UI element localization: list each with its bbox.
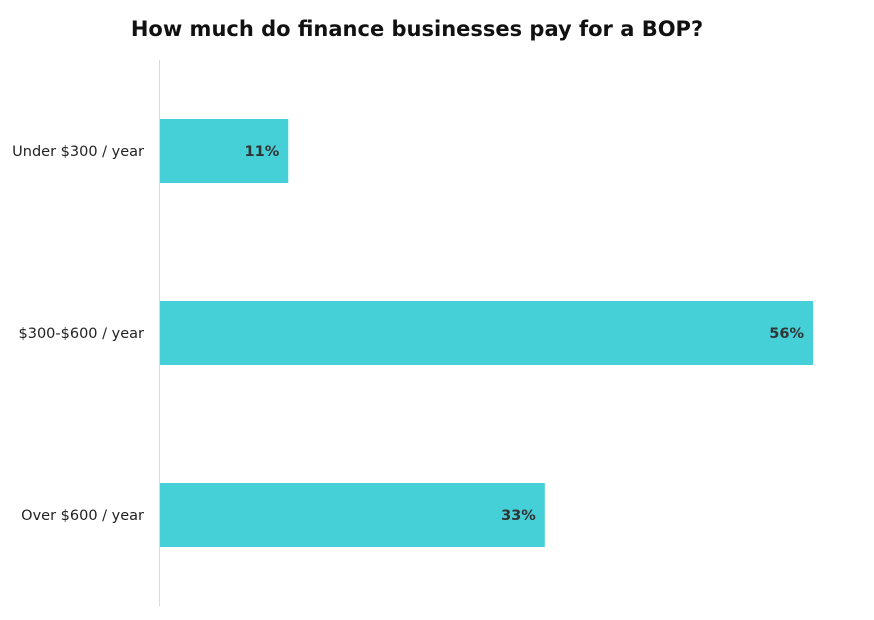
bar-0 xyxy=(160,119,289,183)
value-label-1: 56% xyxy=(769,326,804,342)
category-label-1: $300-$600 / year xyxy=(19,326,145,342)
category-label-0: Under $300 / year xyxy=(12,144,144,160)
category-label-2: Over $600 / year xyxy=(21,508,144,524)
value-label-0: 11% xyxy=(245,144,280,160)
bar-2 xyxy=(160,483,545,547)
chart-title: How much do finance businesses pay for a… xyxy=(131,17,703,41)
value-label-2: 33% xyxy=(501,508,536,524)
bar-1 xyxy=(160,301,813,365)
bars-layer: Under $300 / year 11% $300-$600 / year 56% O… xyxy=(12,119,813,547)
